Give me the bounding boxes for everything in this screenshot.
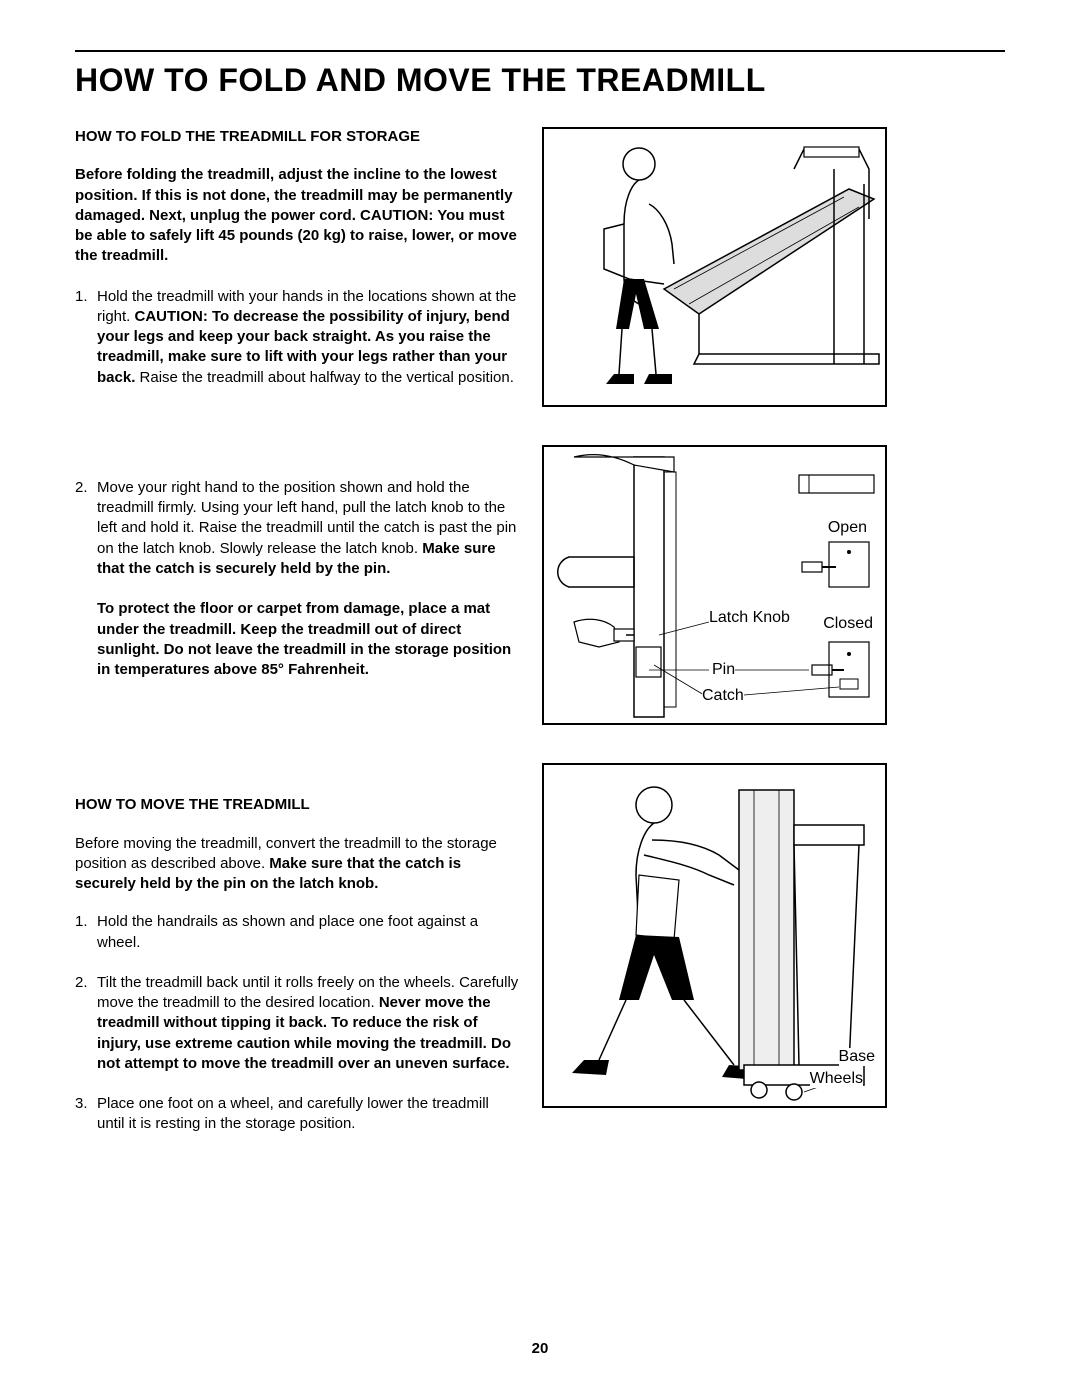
fold-intro: Before folding the treadmill, adjust the… <box>75 165 520 266</box>
fold-step-1: 1. Hold the treadmill with your hands in… <box>75 287 520 388</box>
fold-step-2: 2. Move your right hand to the position … <box>75 478 520 681</box>
figure-fold-lift <box>542 127 887 407</box>
figure-column: Open Closed Latch Knob Pin Catch <box>542 127 1005 1155</box>
figure-latch-detail: Open Closed Latch Knob Pin Catch <box>542 445 887 725</box>
move-illustration <box>544 765 887 1108</box>
label-open: Open <box>828 519 867 537</box>
step-protect: To protect the floor or carpet from dama… <box>97 600 511 678</box>
fold-lift-illustration <box>544 129 887 407</box>
step-text: Hold the handrails as shown and place on… <box>97 912 520 953</box>
step-text: Tilt the treadmill back until it rolls f… <box>97 973 520 1074</box>
step-number: 1. <box>75 287 97 388</box>
top-rule <box>75 50 1005 52</box>
step-text: Hold the treadmill with your hands in th… <box>97 287 520 388</box>
move-intro: Before moving the treadmill, convert the… <box>75 834 520 895</box>
move-steps: 1. Hold the handrails as shown and place… <box>75 912 520 1134</box>
step-number: 3. <box>75 1094 97 1135</box>
figure-move: Base Wheels <box>542 763 887 1108</box>
step-text: Move your right hand to the position sho… <box>97 478 520 681</box>
move-step-3: 3. Place one foot on a wheel, and carefu… <box>75 1094 520 1135</box>
label-base: Base <box>839 1048 875 1066</box>
move-step-1: 1. Hold the handrails as shown and place… <box>75 912 520 953</box>
fold-steps: 1. Hold the treadmill with your hands in… <box>75 287 520 388</box>
page-title: HOW TO FOLD AND MOVE THE TREADMILL <box>75 62 1005 99</box>
latch-illustration <box>544 447 887 725</box>
step-number: 1. <box>75 912 97 953</box>
move-heading: HOW TO MOVE THE TREADMILL <box>75 795 520 815</box>
label-closed: Closed <box>823 615 873 633</box>
spacer <box>75 408 520 478</box>
step-number: 2. <box>75 478 97 681</box>
content-area: HOW TO FOLD THE TREADMILL FOR STORAGE Be… <box>75 127 1005 1155</box>
step-number: 2. <box>75 973 97 1074</box>
label-pin: Pin <box>712 661 735 679</box>
label-catch: Catch <box>702 687 744 705</box>
spacer <box>75 700 520 795</box>
move-step-2: 2. Tilt the treadmill back until it roll… <box>75 973 520 1074</box>
step-tail: Raise the treadmill about halfway to the… <box>135 369 514 386</box>
fold-heading: HOW TO FOLD THE TREADMILL FOR STORAGE <box>75 127 520 147</box>
fold-steps-2: 2. Move your right hand to the position … <box>75 478 520 681</box>
text-column: HOW TO FOLD THE TREADMILL FOR STORAGE Be… <box>75 127 520 1155</box>
label-latch-knob: Latch Knob <box>709 609 790 627</box>
label-wheels: Wheels <box>810 1070 863 1088</box>
page-number: 20 <box>0 1340 1080 1357</box>
step-text: Place one foot on a wheel, and carefully… <box>97 1094 520 1135</box>
